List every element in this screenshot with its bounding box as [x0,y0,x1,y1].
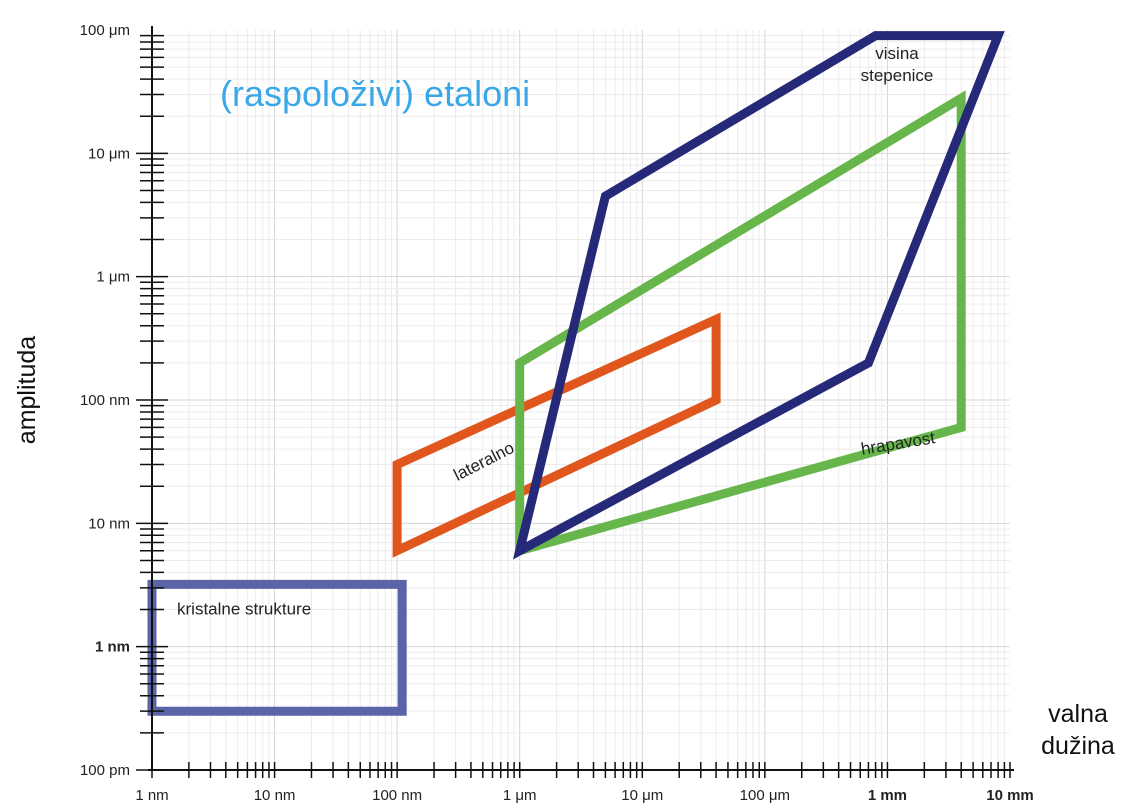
x-axis-title-line: dužina [1041,732,1115,760]
region-label-kristalne-strukture: kristalne strukture [177,600,311,619]
region-hrapavost [515,90,966,557]
y-tick-label: 100 pm [80,762,130,779]
x-tick-label: 100 nm [372,787,422,804]
x-tick-label: 100 μm [740,787,790,804]
y-axis-title: amplituda [13,336,41,444]
y-tick-label: 100 μm [80,22,130,39]
labels: 100 pm 1 nm 10 nm 100 nm 1 μm 10 μm 100 μm 1 nm… [13,22,1115,804]
x-tick-label: 1 μm [503,787,537,804]
chart-title: (raspoloživi) etaloni [220,73,530,114]
region-lateralno [392,312,721,558]
x-tick-label: 10 mm [986,787,1034,804]
y-tick-label: 1 μm [96,269,130,286]
region-label-lateralno: lateralno [451,438,518,485]
y-tick-label: 100 nm [80,392,130,409]
x-tick-label: 1 nm [135,787,168,804]
regions [147,31,1005,716]
region-label-line: stepenice [861,66,934,85]
region-label-visina-stepenice: visina stepenice [861,44,934,85]
x-tick-label: 10 nm [254,787,296,804]
axes [136,26,1014,778]
region-label-hrapavost: hrapavost [860,428,937,458]
x-tick-label: 10 μm [621,787,663,804]
y-tick-label: 10 μm [88,145,130,162]
x-tick-label: 1 mm [868,787,907,804]
y-tick-label: 1 nm [95,639,130,656]
x-axis-title: valna dužina [1041,700,1115,760]
region-label-line: visina [875,44,919,63]
region-visina-stepenice [512,31,1005,560]
y-tick-label: 10 nm [88,515,130,532]
x-axis-title-line: valna [1048,700,1108,728]
